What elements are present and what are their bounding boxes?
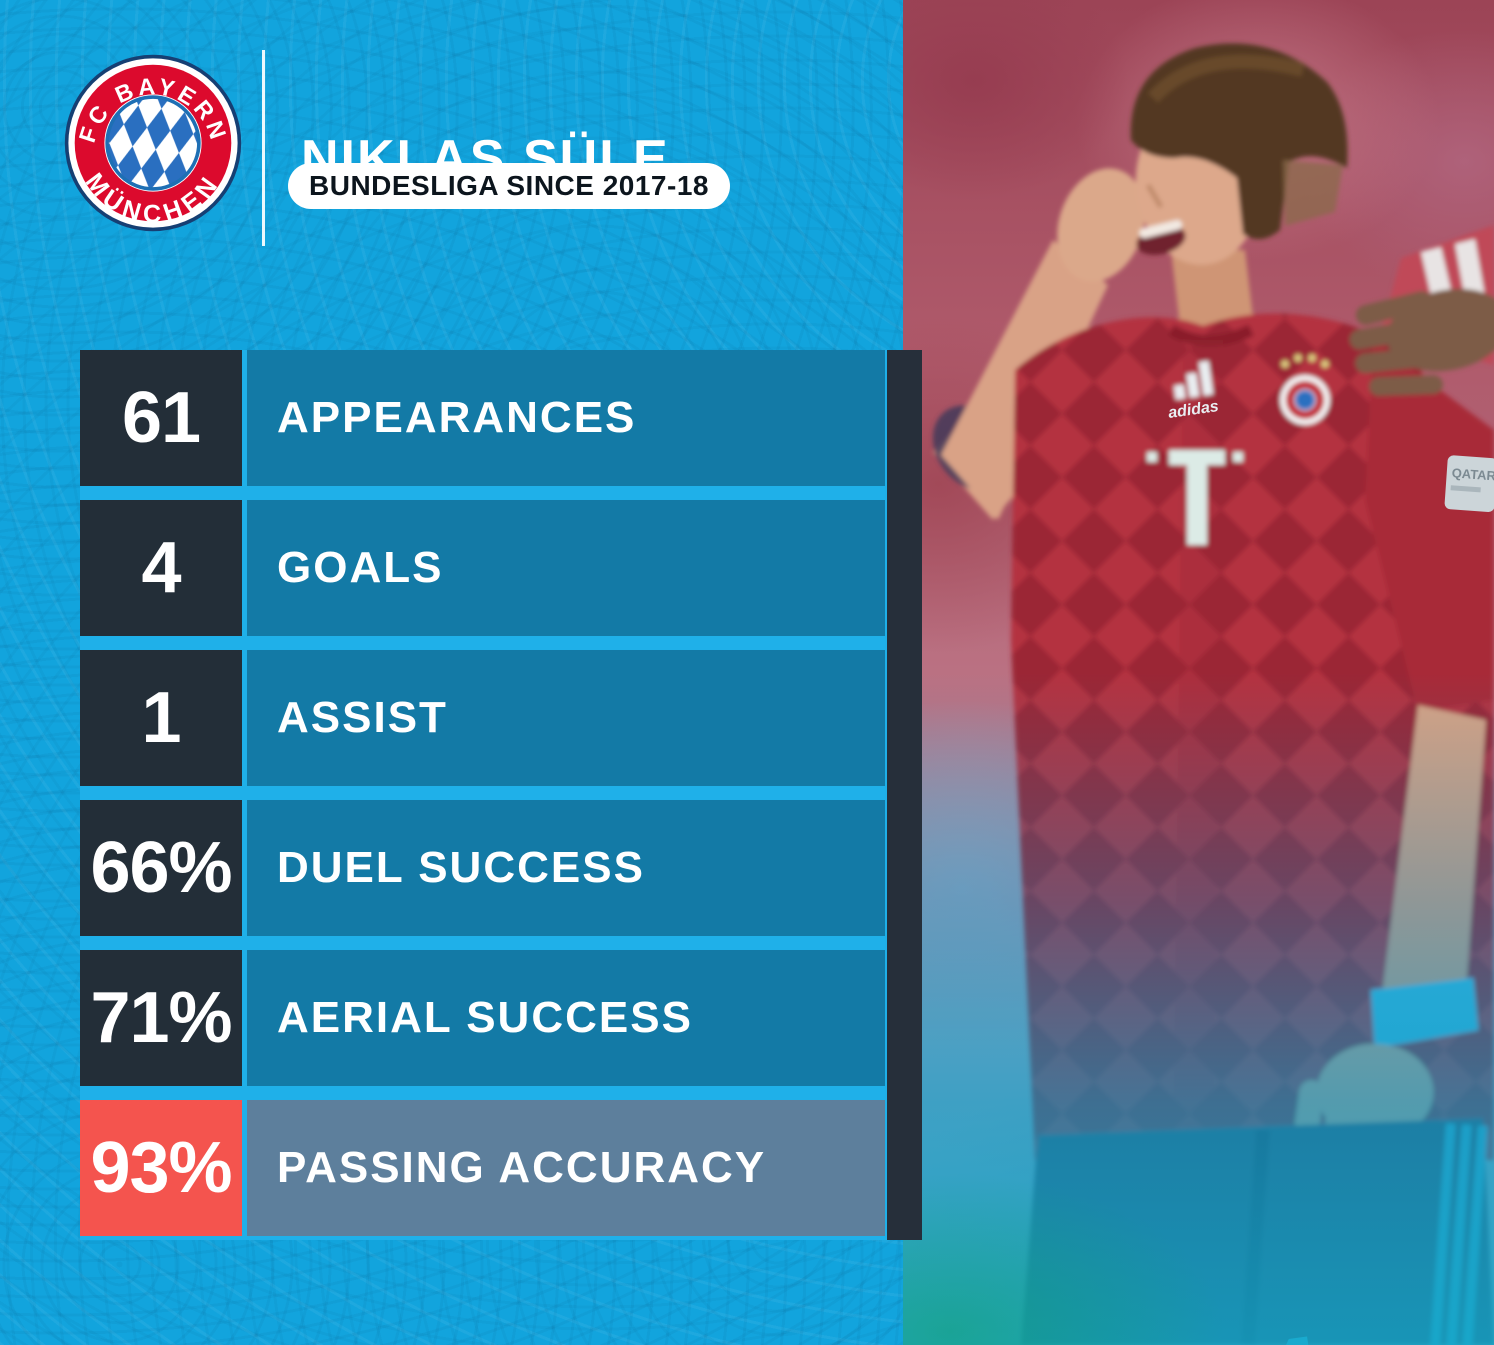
stat-label-bar: PASSING ACCURACY [247,1100,885,1236]
stat-label-bar: ASSIST [247,650,885,786]
player-photo: QATAR adidas 4 [903,0,1494,1345]
stat-row-highlight: 93% PASSING ACCURACY [80,1100,885,1236]
stat-value: 71% [80,950,242,1086]
stat-label: GOALS [277,543,444,592]
player-illustration: QATAR adidas 4 [932,43,1494,1345]
stat-row: 1 ASSIST [80,650,885,786]
stat-label-bar: DUEL SUCCESS [247,800,885,936]
header-divider [262,50,265,246]
stat-value: 93% [80,1100,242,1236]
stats-rows: 61 APPEARANCES 4 GOALS 1 ASSIST 66% [80,350,885,1236]
stat-value: 66% [80,800,242,936]
stat-label: AERIAL SUCCESS [277,993,693,1042]
stat-row: 66% DUEL SUCCESS [80,800,885,936]
subtitle-badge: BUNDESLIGA SINCE 2017-18 [288,163,730,209]
stat-label: APPEARANCES [277,393,637,442]
stat-value: 1 [80,650,242,786]
stat-label: PASSING ACCURACY [277,1143,767,1192]
stat-label-bar: GOALS [247,500,885,636]
stat-label: DUEL SUCCESS [277,843,645,892]
sleeve-patch-text: QATAR [1451,465,1494,483]
stat-row: 61 APPEARANCES [80,350,885,486]
stat-label: ASSIST [277,693,448,742]
stat-value: 61 [80,350,242,486]
stats-panel: 61 APPEARANCES 4 GOALS 1 ASSIST 66% [80,350,922,1240]
sleeve-patch: QATAR [1444,455,1494,512]
badge-diamond-core [105,95,201,191]
stat-value: 4 [80,500,242,636]
stat-label-bar: APPEARANCES [247,350,885,486]
club-badge: FC BAYERN MÜNCHEN [64,54,242,232]
stat-row: 4 GOALS [80,500,885,636]
stats-side-strip [887,350,922,1240]
stat-row: 71% AERIAL SUCCESS [80,950,885,1086]
stat-label-bar: AERIAL SUCCESS [247,950,885,1086]
